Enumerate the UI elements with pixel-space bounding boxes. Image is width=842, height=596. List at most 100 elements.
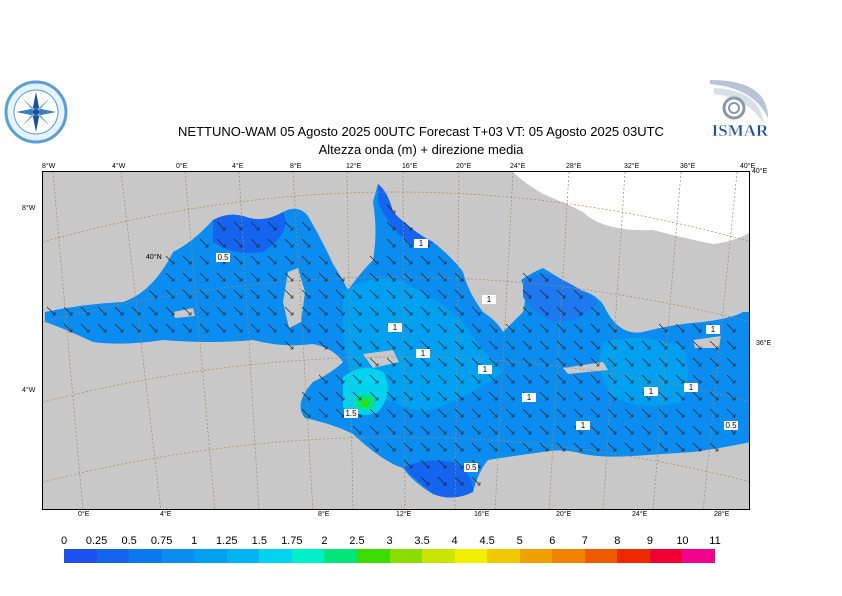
wave-arrow bbox=[420, 272, 430, 282]
wave-arrow bbox=[250, 323, 260, 333]
sea-calm-aegean bbox=[523, 274, 598, 322]
wave-arrow-head bbox=[120, 329, 124, 333]
wave-arrow-head bbox=[443, 380, 447, 384]
wave-arrow-head bbox=[409, 380, 413, 384]
wave-arrow bbox=[573, 357, 583, 367]
wave-arrow bbox=[301, 323, 311, 333]
wave-arrow-head bbox=[409, 227, 413, 231]
contour-label-bg bbox=[464, 463, 478, 472]
wave-arrow-head bbox=[443, 329, 447, 333]
wave-arrow-head bbox=[273, 278, 277, 282]
wave-arrow-head bbox=[409, 329, 413, 333]
wave-arrow bbox=[709, 408, 719, 418]
wave-arrow bbox=[505, 408, 515, 418]
wave-arrow-head bbox=[188, 329, 192, 333]
wave-arrow-head bbox=[426, 329, 430, 333]
wave-arrow-head bbox=[511, 380, 515, 384]
tick-label-bottom-5: 20°E bbox=[556, 511, 572, 518]
wave-arrow bbox=[352, 340, 362, 350]
contour-label-bg bbox=[644, 387, 658, 396]
wave-arrow bbox=[369, 306, 379, 316]
wave-arrow-head bbox=[307, 244, 311, 248]
legend-swatch bbox=[617, 549, 651, 563]
wave-arrow bbox=[182, 323, 192, 333]
wave-arrow-head bbox=[154, 312, 158, 316]
wave-arrow-head bbox=[324, 397, 328, 401]
wave-arrow bbox=[675, 323, 685, 333]
wave-arrow-head bbox=[545, 380, 549, 384]
wave-arrow-head bbox=[375, 380, 379, 384]
wave-arrow-head bbox=[647, 380, 651, 384]
contour-label-bg bbox=[684, 383, 698, 392]
wave-arrow-head bbox=[443, 465, 447, 469]
wave-arrow bbox=[267, 255, 277, 265]
wave-arrow bbox=[692, 374, 702, 384]
wave-arrow bbox=[437, 255, 447, 265]
wave-arrow-head bbox=[545, 363, 549, 367]
wave-arrow-head bbox=[613, 431, 617, 435]
wave-arrow bbox=[386, 306, 396, 316]
wave-arrow bbox=[386, 442, 396, 452]
wave-arrow bbox=[607, 391, 617, 401]
wave-arrow bbox=[471, 357, 481, 367]
wave-arrow-head bbox=[630, 346, 634, 350]
legend-label: 1.25 bbox=[216, 535, 238, 547]
wave-arrow-head bbox=[664, 346, 668, 350]
wave-arrow bbox=[301, 391, 311, 401]
wave-arrow bbox=[437, 357, 447, 367]
wave-arrow-head bbox=[239, 227, 243, 231]
wave-arrow bbox=[590, 374, 600, 384]
wave-arrow-head bbox=[596, 312, 600, 316]
wave-arrow-head bbox=[545, 295, 549, 299]
wave-arrow-head bbox=[392, 295, 396, 299]
wave-arrow-head bbox=[392, 380, 396, 384]
wave-arrow bbox=[624, 442, 634, 452]
wave-arrow-head bbox=[681, 414, 685, 418]
wave-arrow bbox=[403, 408, 413, 418]
contour-label: 1 bbox=[393, 323, 398, 332]
wave-arrow bbox=[165, 272, 175, 282]
wave-arrow-head bbox=[715, 346, 719, 350]
wave-arrow-head bbox=[596, 329, 600, 333]
wave-arrow-head bbox=[392, 363, 396, 367]
wave-arrow bbox=[182, 255, 192, 265]
wave-arrow-head bbox=[494, 329, 498, 333]
wave-arrow-head bbox=[579, 448, 583, 452]
wave-arrow bbox=[386, 408, 396, 418]
wave-arrow-head bbox=[256, 244, 260, 248]
wave-arrow bbox=[590, 340, 600, 350]
wave-arrow bbox=[233, 255, 243, 265]
wave-arrow-head bbox=[732, 363, 736, 367]
wave-arrow bbox=[454, 408, 464, 418]
wave-arrow-head bbox=[477, 380, 481, 384]
wave-arrow-head bbox=[375, 278, 379, 282]
legend-swatch bbox=[649, 549, 683, 563]
wave-arrow bbox=[437, 408, 447, 418]
wave-arrow-head bbox=[426, 482, 430, 486]
wave-arrow-head bbox=[290, 261, 294, 265]
wave-arrow-head bbox=[307, 261, 311, 265]
wave-arrow-head bbox=[375, 431, 379, 435]
wave-arrow-head bbox=[256, 295, 260, 299]
wave-arrow-head bbox=[307, 414, 311, 418]
wave-arrow bbox=[318, 272, 328, 282]
wave-arrow bbox=[471, 408, 481, 418]
wave-arrow bbox=[403, 221, 413, 231]
wave-arrow bbox=[182, 272, 192, 282]
graticule bbox=[43, 172, 749, 509]
wave-arrow-head bbox=[426, 363, 430, 367]
tick-label-bottom-6: 24°E bbox=[632, 511, 648, 518]
wave-arrow bbox=[726, 357, 736, 367]
wave-arrow-head bbox=[409, 346, 413, 350]
wave-arrow-head bbox=[681, 346, 685, 350]
tick-label-right-0: 40°E bbox=[752, 168, 768, 175]
wave-arrow-head bbox=[205, 295, 209, 299]
wave-arrow bbox=[199, 255, 209, 265]
wave-arrow bbox=[420, 289, 430, 299]
wave-arrow-head bbox=[409, 312, 413, 316]
wave-arrow-head bbox=[171, 295, 175, 299]
wave-arrow-head bbox=[732, 329, 736, 333]
wave-arrow bbox=[301, 272, 311, 282]
wave-arrow bbox=[505, 442, 515, 452]
wave-arrow-head bbox=[494, 363, 498, 367]
